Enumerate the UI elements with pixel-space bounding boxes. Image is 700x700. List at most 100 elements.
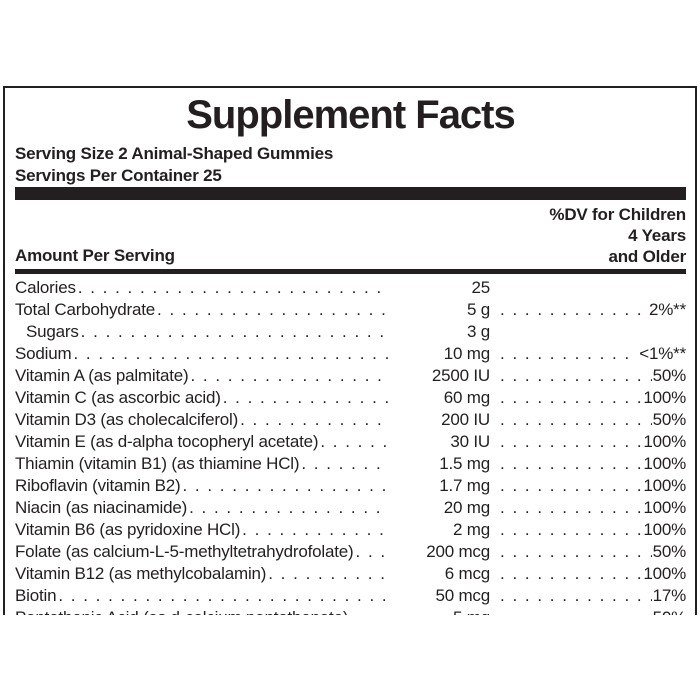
- nutrient-amount: 6 mcg: [444, 564, 490, 583]
- table-row: Vitamin D3 (as cholecalciferol) 200 IU 5…: [15, 409, 686, 431]
- dv-cell: 100%: [490, 387, 686, 409]
- nutrient-name: Biotin: [15, 586, 57, 605]
- dv-cell: 100%: [490, 431, 686, 453]
- nutrient-dv-percent: 100%: [643, 454, 686, 473]
- leader-dots: [268, 563, 389, 585]
- leader-dots: [58, 585, 389, 607]
- nutrient-amount: 60 mg: [443, 388, 490, 407]
- table-row: Thiamin (vitamin B1) (as thiamine HCl) 1…: [15, 453, 686, 475]
- supplement-facts-panel: Supplement Facts Serving Size 2 Animal-S…: [3, 86, 697, 615]
- leader-dots: [500, 365, 652, 387]
- nutrient-dv-percent: <1%**: [639, 344, 686, 363]
- dv-cell: 50%: [490, 365, 687, 387]
- nutrient-amount: 200 mcg: [426, 542, 490, 561]
- dv-cell: 50%: [490, 607, 687, 615]
- table-row: Calories 25: [15, 277, 686, 299]
- nutrient-dv-percent: 50%: [653, 607, 687, 615]
- leader-dots: [223, 387, 389, 409]
- nutrient-name: Niacin (as niacinamide): [15, 498, 188, 517]
- dv-header-line-3: and Older: [608, 247, 686, 266]
- leader-dots: [240, 409, 389, 431]
- table-row: Riboflavin (vitamin B2) 1.7 mg 100%: [15, 475, 686, 497]
- panel-title: Supplement Facts: [186, 93, 516, 137]
- dv-header-line-2: 4 Years: [628, 226, 686, 245]
- dv-cell: 100%: [490, 497, 686, 519]
- leader-dots: [500, 343, 638, 365]
- nutrient-amount: 3 g: [466, 322, 490, 341]
- table-row: Pantothenic Acid (as d-calcium pantothen…: [15, 607, 686, 615]
- nutrient-amount: 200 IU: [441, 410, 490, 429]
- dv-cell: 2%**: [490, 299, 686, 321]
- leader-dots: [182, 475, 389, 497]
- leader-dots: [190, 365, 389, 387]
- nutrient-amount: 5 g: [466, 300, 490, 319]
- leader-dots: [500, 299, 648, 321]
- leader-dots: [78, 277, 389, 299]
- nutrient-dv-percent: 50%: [652, 542, 687, 561]
- nutrient-dv-percent: 100%: [643, 498, 686, 517]
- leader-dots: [500, 519, 642, 541]
- dv-cell: 50%: [490, 541, 687, 563]
- leader-dots: [356, 541, 390, 563]
- leader-dots: [500, 431, 642, 453]
- column-headers: Amount Per Serving %DV for Children 4 Ye…: [15, 204, 686, 267]
- leader-dots: [500, 563, 642, 585]
- nutrient-dv-percent: 100%: [643, 520, 686, 539]
- dv-header-line-1: %DV for Children: [549, 205, 686, 224]
- leader-dots: [81, 321, 389, 343]
- nutrient-name: Sodium: [15, 344, 72, 363]
- leader-dots: [500, 475, 642, 497]
- table-row: Niacin (as niacinamide) 20 mg 100%: [15, 497, 686, 519]
- nutrient-dv-percent: 100%: [643, 388, 686, 407]
- servings-per-container: Servings Per Container 25: [15, 166, 222, 185]
- nutrient-name: Vitamin C (as ascorbic acid): [15, 388, 221, 407]
- nutrient-name: Folate (as calcium-L-5-methyltetrahydrof…: [15, 542, 354, 561]
- leader-dots: [500, 387, 642, 409]
- table-row: Sodium 10 mg <1%**: [15, 343, 686, 365]
- dv-cell: 100%: [490, 519, 686, 541]
- nutrient-amount: 5 mg: [395, 607, 490, 615]
- leader-dots: [320, 431, 389, 453]
- leader-dots: [500, 453, 642, 475]
- nutrient-name: Vitamin A (as palmitate): [15, 366, 189, 385]
- thick-divider-bar: [15, 187, 686, 200]
- nutrient-dv-percent: 100%: [643, 432, 686, 451]
- table-row: Vitamin A (as palmitate) 2500 IU 50%: [15, 365, 686, 387]
- leader-dots: [350, 607, 389, 615]
- serving-info: Serving Size 2 Animal-Shaped Gummies Ser…: [15, 143, 686, 187]
- nutrient-amount: 1.5 mg: [439, 454, 490, 473]
- nutrient-dv-percent: 50%: [652, 410, 687, 429]
- nutrient-dv-percent: 100%: [643, 564, 686, 583]
- nutrient-amount: 10 mg: [443, 344, 490, 363]
- nutrient-name: Riboflavin (vitamin B2): [15, 476, 181, 495]
- table-row: Vitamin C (as ascorbic acid) 60 mg 100%: [15, 387, 686, 409]
- dv-cell: <1%**: [490, 343, 686, 365]
- nutrient-dv-percent: 50%: [652, 366, 687, 385]
- leader-dots: [242, 519, 389, 541]
- leader-dots: [157, 299, 389, 321]
- medium-divider-bar: [15, 269, 686, 274]
- leader-dots: [500, 497, 642, 519]
- table-row: Vitamin B12 (as methylcobalamin) 6 mcg 1…: [15, 563, 686, 585]
- nutrient-rows: Calories 25 Total Carbohydrate 5 g 2%** …: [15, 277, 686, 615]
- leader-dots: [189, 497, 389, 519]
- nutrient-name: Vitamin B6 (as pyridoxine HCl): [15, 520, 241, 539]
- nutrient-name: Thiamin (vitamin B1) (as thiamine HCl): [15, 454, 300, 473]
- table-row: Folate (as calcium-L-5-methyltetrahydrof…: [15, 541, 686, 563]
- table-row: Vitamin E (as d-alpha tocopheryl acetate…: [15, 431, 686, 453]
- nutrient-name: Calories: [15, 278, 76, 297]
- nutrient-name: Vitamin D3 (as cholecalciferol): [15, 410, 239, 429]
- dv-cell: 100%: [490, 453, 686, 475]
- nutrient-amount: 25: [471, 278, 490, 297]
- leader-dots: [500, 409, 652, 431]
- nutrient-amount: 2 mg: [453, 520, 490, 539]
- leader-dots: [500, 607, 652, 615]
- table-row: Sugars 3 g: [15, 321, 686, 343]
- nutrient-name: Total Carbohydrate: [15, 300, 156, 319]
- nutrient-name: Sugars: [26, 322, 79, 341]
- nutrient-dv-percent: 100%: [643, 476, 686, 495]
- table-row: Vitamin B6 (as pyridoxine HCl) 2 mg 100%: [15, 519, 686, 541]
- dv-cell: 50%: [490, 409, 687, 431]
- nutrient-dv-percent: 17%: [652, 586, 687, 605]
- nutrient-name: Vitamin B12 (as methylcobalamin): [15, 564, 267, 583]
